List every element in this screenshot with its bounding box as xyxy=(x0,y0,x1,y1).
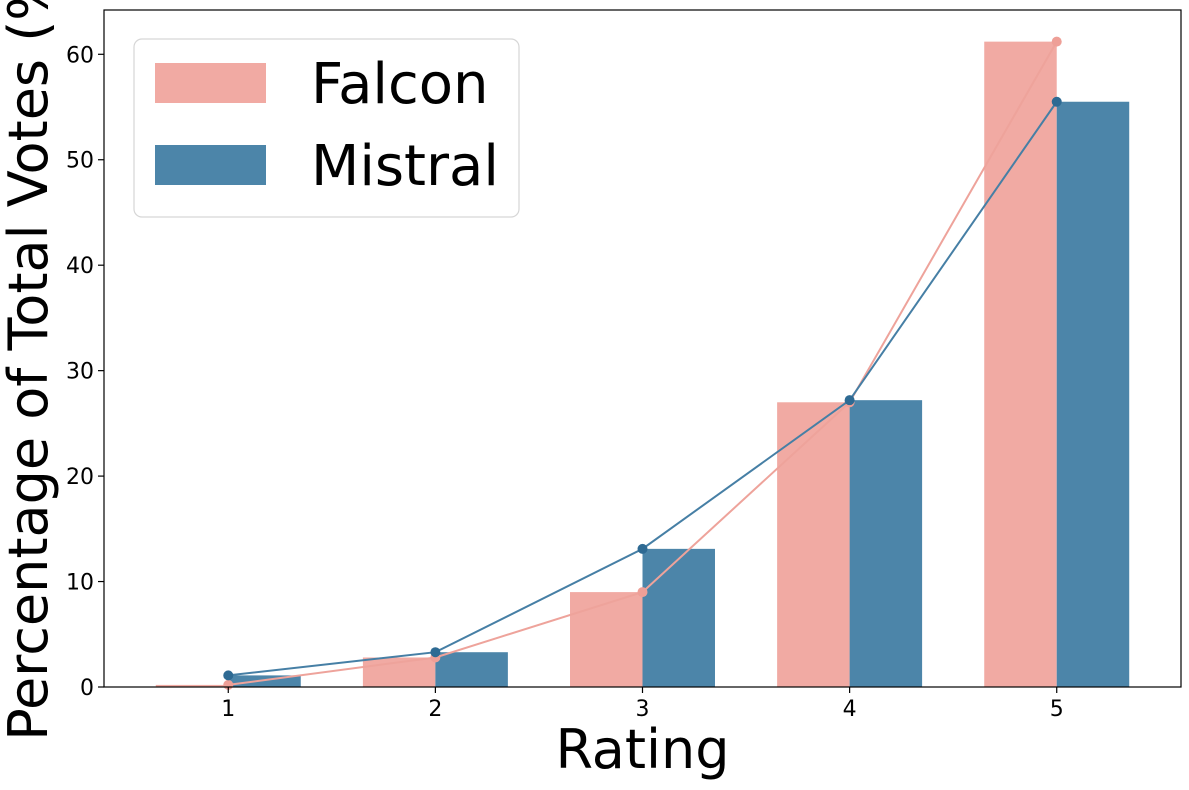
legend-swatch-mistral xyxy=(155,145,266,185)
y-tick-label: 10 xyxy=(66,571,94,596)
x-tick-label: 2 xyxy=(428,697,442,722)
x-tick-label: 3 xyxy=(636,697,650,722)
bars xyxy=(155,41,1130,688)
bar-falcon-4 xyxy=(777,402,850,687)
bar-falcon-3 xyxy=(570,592,643,687)
bar-mistral-3 xyxy=(642,548,715,687)
point-mistral-3 xyxy=(637,543,648,554)
bar-mistral-4 xyxy=(849,400,923,687)
y-tick-label: 60 xyxy=(66,43,94,68)
bar-mistral-1 xyxy=(228,675,301,687)
bar-falcon-5 xyxy=(984,41,1057,688)
y-axis: 0 10 20 30 40 50 60 xyxy=(66,43,104,701)
x-axis: 1 2 3 4 5 xyxy=(221,687,1064,722)
y-tick-label: 50 xyxy=(66,149,94,174)
point-mistral-5 xyxy=(1051,96,1062,107)
bar-mistral-2 xyxy=(435,652,508,687)
point-mistral-1 xyxy=(223,670,234,681)
x-tick-label: 4 xyxy=(843,697,857,722)
legend-label-falcon: Falcon xyxy=(311,52,489,117)
bar-falcon-1 xyxy=(155,684,229,687)
y-axis-label: Percentage of Total Votes (%) xyxy=(0,0,60,741)
y-tick-label: 40 xyxy=(66,254,94,279)
legend-swatch-falcon xyxy=(155,63,266,103)
bar-mistral-5 xyxy=(1056,101,1130,688)
point-falcon-5 xyxy=(1051,36,1062,47)
point-mistral-2 xyxy=(430,647,441,658)
legend: Falcon Mistral xyxy=(133,38,520,218)
x-tick-label: 1 xyxy=(221,697,235,722)
legend-label-mistral: Mistral xyxy=(311,134,499,199)
point-mistral-4 xyxy=(844,395,855,406)
y-tick-label: 20 xyxy=(66,465,94,490)
trend-lines xyxy=(223,36,1062,690)
point-falcon-3 xyxy=(637,587,648,598)
x-tick-label: 5 xyxy=(1050,697,1064,722)
x-axis-label: Rating xyxy=(555,718,729,781)
y-tick-label: 0 xyxy=(80,676,94,701)
y-tick-label: 30 xyxy=(66,360,94,385)
